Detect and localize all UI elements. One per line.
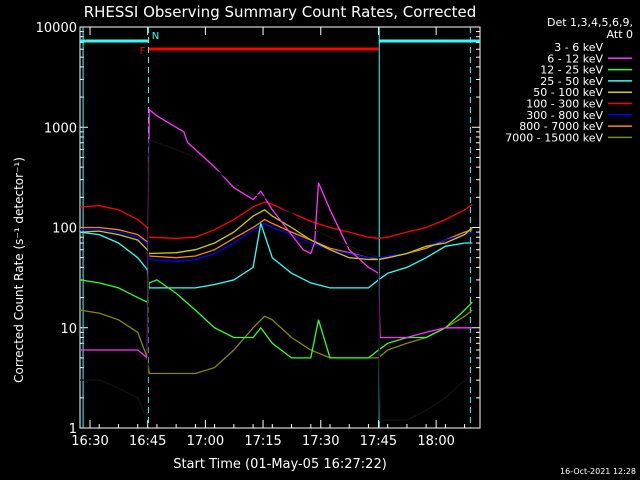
series-50-100-kev [79,209,473,261]
legend-label: 12 - 25 keV [540,64,603,77]
x-tick-label: 16:30 [71,434,108,449]
legend-label: 100 - 300 keV [526,98,603,111]
legend-header-line2: Att 0 [607,28,633,41]
series-800-7000-kev [80,218,473,261]
chart-title: RHESSI Observing Summary Count Rates, Co… [84,3,477,21]
x-tick-label: 16:45 [129,434,166,449]
x-tick-label: 17:30 [302,434,339,449]
flag-f: F [140,46,146,57]
flag-n: N [152,31,159,42]
x-tick-label: 17:45 [360,434,397,449]
y-tick-label: 10 [60,322,77,337]
series-3-6-kev [80,138,473,421]
legend-label: 300 - 800 keV [526,109,603,122]
series-12-25-kev [79,279,473,359]
series-6-12-kev [80,108,473,360]
y-tick-label: 1 [69,422,77,437]
legend-label: 7000 - 15000 keV [505,131,603,144]
legend-label: 6 - 12 keV [547,52,603,65]
legend-header-line1: Det 1,3,4,5,6,9, [547,16,633,29]
y-axis-label: Corrected Count Rate (s⁻¹ detector⁻¹) [12,157,26,383]
y-tick-label: 100 [52,222,77,237]
series-25-50-kev [79,223,473,289]
series-300-800-kev [80,222,473,262]
x-axis-label: Start Time (01-May-05 16:27:22) [173,457,387,472]
legend-label: 50 - 100 keV [533,86,603,99]
y-tick-label: 10000 [36,21,77,36]
x-tick-label: 17:15 [244,434,281,449]
legend-label: 3 - 6 keV [554,41,603,54]
series-100-300-kev [79,201,473,239]
plot-area: 1 10 100 1000 10000 16:30 16:45 17:00 17:15 17:30… [36,21,481,449]
x-tick-label: 17:00 [187,434,224,449]
timestamp: 16-Oct-2021 12:28 [560,467,636,476]
legend-label: 800 - 7000 keV [519,120,603,133]
x-tick-label: 18:00 [417,434,454,449]
series-7000-15000-kev [79,309,473,375]
y-tick-label: 1000 [44,121,77,136]
legend-label: 25 - 50 keV [540,75,603,88]
